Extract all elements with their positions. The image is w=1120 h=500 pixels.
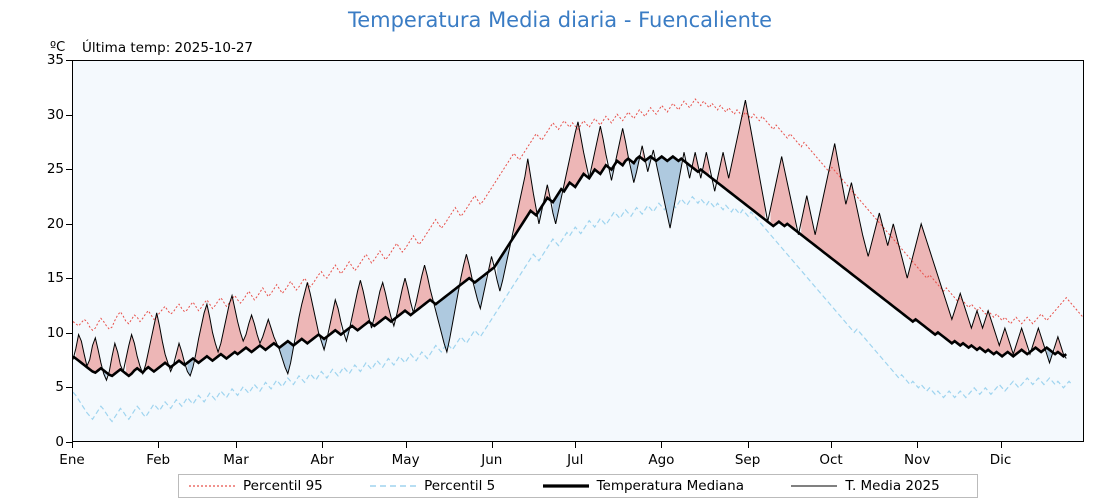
x-axis-tick-mark	[661, 442, 663, 448]
x-axis-tick-mark	[831, 442, 832, 448]
x-axis-tick-mark	[405, 442, 407, 448]
x-axis-tick-label: Feb	[146, 452, 171, 468]
x-axis-tick-label: Jun	[481, 452, 503, 468]
y-axis-tick-label: 25	[46, 161, 64, 178]
x-axis-tick-mark	[236, 442, 238, 448]
y-axis-tick-mark	[66, 442, 72, 443]
y-axis-tick-label: 35	[46, 52, 64, 68]
x-axis-tick-mark	[1000, 442, 1002, 448]
x-axis-tick-label: Abr	[310, 452, 334, 468]
x-axis-tick-label: Ene	[59, 452, 85, 468]
chart-canvas	[73, 61, 1083, 441]
x-axis-tick-label: May	[391, 452, 420, 468]
x-axis-tick-label: Nov	[903, 452, 931, 468]
y-axis-tick-label: 5	[55, 379, 64, 396]
page-title: Temperatura Media diaria - Fuencaliente	[347, 8, 773, 32]
x-axis-tick-mark	[491, 442, 493, 448]
chart-legend: Percentil 95 Percentil 5 Temperatura Med…	[178, 474, 978, 498]
x-axis-tick-label: Ago	[648, 452, 675, 468]
x-axis-tick-label: Mar	[223, 452, 249, 468]
legend-label-p5: Percentil 5	[424, 478, 496, 494]
legend-item-media-2025[interactable]: T. Media 2025	[781, 478, 977, 494]
legend-item-median[interactable]: Temperatura Mediana	[533, 478, 782, 494]
x-axis-tick-label: Oct	[819, 452, 843, 468]
x-axis-tick-label: Sep	[734, 452, 761, 468]
x-axis-tick-label: Jul	[567, 452, 584, 468]
y-axis-tick-label: 15	[46, 270, 64, 287]
x-axis-tick-label: Dic	[989, 452, 1012, 468]
legend-label-median: Temperatura Mediana	[596, 478, 745, 494]
x-axis-tick-mark	[747, 442, 749, 448]
legend-label-p95: Percentil 95	[243, 478, 323, 494]
dashed-line-icon	[370, 480, 417, 492]
legend-item-p95[interactable]: Percentil 95	[179, 478, 360, 494]
legend-item-p5[interactable]: Percentil 5	[360, 478, 532, 494]
y-axis-tick-label: 30	[46, 106, 64, 123]
y-axis-tick-mark	[66, 387, 72, 389]
x-axis-tick-mark	[158, 442, 160, 448]
plot-area	[72, 60, 1084, 442]
y-axis-tick-mark	[66, 60, 72, 61]
thick-line-icon	[542, 480, 589, 492]
y-axis-tick-mark	[66, 169, 72, 171]
legend-label-media-2025: T. Media 2025	[845, 478, 940, 494]
x-axis-tick-mark	[322, 442, 324, 448]
dotted-line-icon	[189, 480, 235, 492]
y-axis-tick-mark	[66, 278, 72, 280]
thin-line-icon	[791, 480, 838, 492]
y-axis-tick-label: 0	[55, 434, 64, 450]
y-axis-unit-label: ºC	[50, 40, 66, 55]
y-axis-tick-label: 10	[46, 324, 64, 341]
y-axis-tick-mark	[66, 223, 72, 225]
y-axis-tick-mark	[66, 114, 72, 116]
last-temp-label: Última temp: 2025-10-27	[82, 40, 254, 56]
x-axis-tick-mark	[917, 442, 919, 448]
x-axis-tick-mark	[72, 442, 73, 448]
x-axis-tick-mark	[575, 442, 577, 448]
y-axis-tick-mark	[66, 332, 72, 334]
y-axis-tick-label: 20	[46, 215, 64, 232]
